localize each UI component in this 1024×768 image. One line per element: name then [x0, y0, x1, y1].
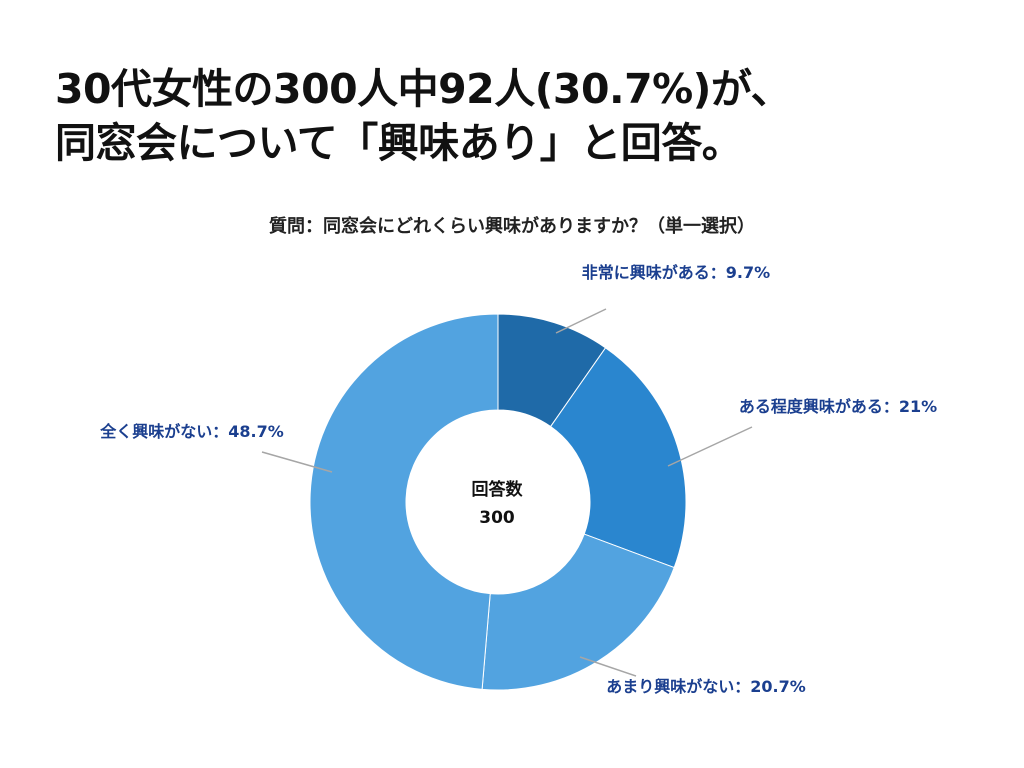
leader-lines	[261, 308, 753, 677]
donut-slices	[309, 313, 687, 691]
chart-title: 質問：同窓会にどれくらい興味がありますか？（単一選択）	[269, 216, 755, 237]
center-value: 300	[479, 508, 515, 528]
headline: 30代女性の300人中92人(30.7%)が、 同窓会について「興味あり」と回答…	[55, 62, 995, 170]
center-label: 回答数	[472, 479, 524, 500]
leader-line-2	[667, 426, 753, 467]
donut-slice-4	[309, 313, 499, 690]
slice-label-4: 全く興味がない：48.7%	[99, 422, 284, 441]
leader-line-4	[261, 451, 333, 473]
headline-line-2: 同窓会について「興味あり」と回答。	[55, 119, 743, 167]
leader-line-1	[555, 308, 607, 334]
donut-slice-2	[549, 347, 687, 569]
leader-line-3	[579, 656, 637, 677]
slice-label-1: 非常に興味がある：9.7%	[582, 263, 770, 282]
donut-slice-3	[481, 533, 675, 691]
slice-labels: 非常に興味がある：9.7% ある程度興味がある：21% あまり興味がない：20.7%…	[99, 263, 937, 696]
slice-label-3: あまり興味がない：20.7%	[606, 677, 806, 696]
headline-line-1: 30代女性の300人中92人(30.7%)が、	[55, 65, 792, 113]
slice-label-2: ある程度興味がある：21%	[739, 397, 937, 416]
